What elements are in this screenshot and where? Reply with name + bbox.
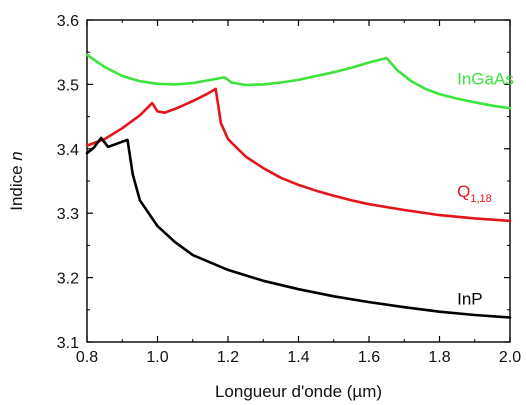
- series-line-inp: [85, 136, 512, 319]
- x-tick-label: 1.4: [287, 349, 309, 366]
- series-label-ingaas: InGaAs: [457, 69, 514, 88]
- y-tick-label: 3.2: [57, 271, 79, 288]
- series-line-ingaas: [85, 53, 512, 110]
- x-tick-label: 1.8: [428, 349, 450, 366]
- y-tick-label: 3.1: [57, 335, 79, 352]
- series-label-subscript: 1,18: [470, 193, 491, 205]
- y-axis-title-text: Indice: [7, 161, 26, 211]
- y-tick-label: 3.4: [57, 142, 79, 159]
- x-tick-label: 1.0: [146, 349, 168, 366]
- y-tick-label: 3.6: [57, 13, 79, 30]
- axes: 0.8 1.0 1.2 1.4 1.6 1.8 2.0 3.1 3.2 3.3 3.4 3.5 3.6: [57, 13, 521, 366]
- series-label-main: InP: [457, 290, 483, 309]
- x-tick-label: 2.0: [499, 349, 521, 366]
- labels-layer: InGaAs Q1,18 InP: [457, 69, 514, 308]
- series-label-inp: InP: [457, 290, 483, 309]
- plot-frame: [86, 19, 511, 343]
- series-label-q: Q1,18: [457, 182, 492, 205]
- series-label-main: Q: [457, 182, 470, 201]
- x-tick-label: 0.8: [76, 349, 98, 366]
- y-axis-title-var: n: [7, 151, 26, 160]
- x-tick-label: 1.6: [358, 349, 380, 366]
- y-tick-label: 3.3: [57, 206, 79, 223]
- x-axis-title: Longueur d'onde (µm): [215, 382, 382, 401]
- y-tick-label: 3.5: [57, 77, 79, 94]
- y-axis-title: Indice n: [7, 151, 26, 211]
- series-label-main: InGaAs: [457, 69, 514, 88]
- x-tick-label: 1.2: [217, 349, 239, 366]
- series-line-q: [85, 87, 512, 223]
- series-layer: [85, 53, 512, 319]
